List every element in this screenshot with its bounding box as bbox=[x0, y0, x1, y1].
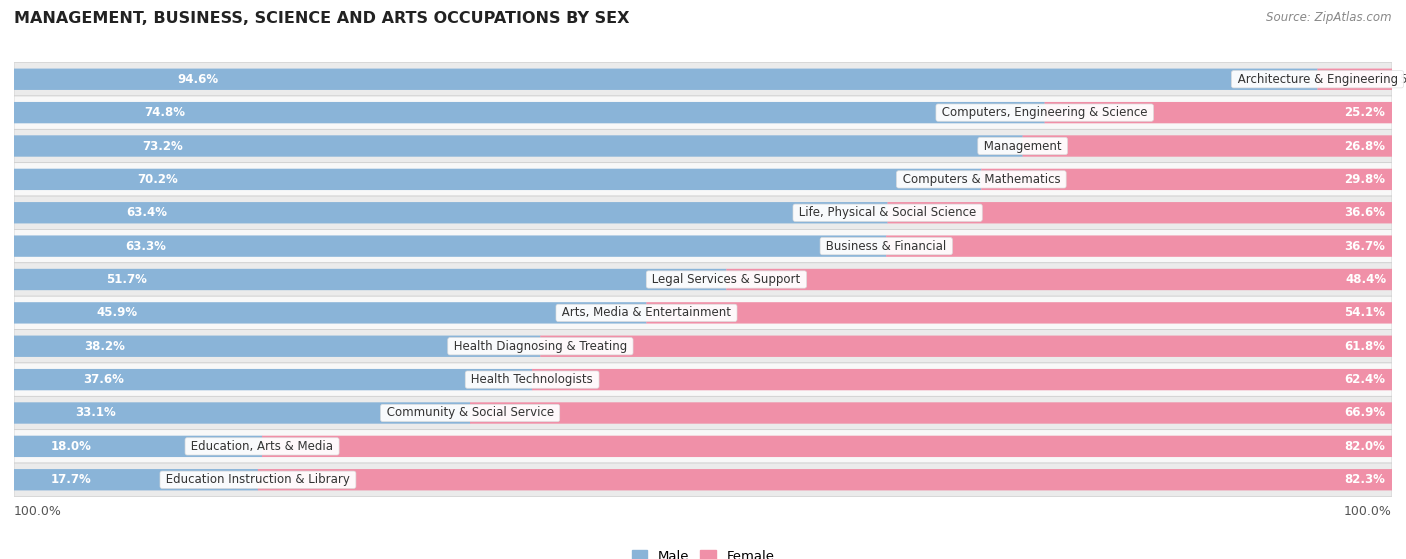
FancyBboxPatch shape bbox=[540, 335, 1392, 357]
Text: Community & Social Service: Community & Social Service bbox=[382, 406, 558, 419]
Text: 51.7%: 51.7% bbox=[107, 273, 148, 286]
Text: 66.9%: 66.9% bbox=[1344, 406, 1385, 419]
Text: 48.4%: 48.4% bbox=[1346, 273, 1386, 286]
Text: 100.0%: 100.0% bbox=[1344, 505, 1392, 518]
Text: 70.2%: 70.2% bbox=[136, 173, 177, 186]
Text: 61.8%: 61.8% bbox=[1344, 340, 1385, 353]
Text: 74.8%: 74.8% bbox=[145, 106, 186, 119]
Text: Computers, Engineering & Science: Computers, Engineering & Science bbox=[938, 106, 1152, 119]
FancyBboxPatch shape bbox=[470, 402, 1392, 424]
Text: 36.7%: 36.7% bbox=[1344, 240, 1385, 253]
Text: 82.3%: 82.3% bbox=[1344, 473, 1385, 486]
FancyBboxPatch shape bbox=[1317, 69, 1392, 90]
FancyBboxPatch shape bbox=[14, 463, 1392, 496]
Text: Management: Management bbox=[980, 140, 1066, 153]
FancyBboxPatch shape bbox=[14, 435, 262, 457]
Text: 94.6%: 94.6% bbox=[177, 73, 218, 86]
Text: 38.2%: 38.2% bbox=[84, 340, 125, 353]
FancyBboxPatch shape bbox=[14, 402, 470, 424]
FancyBboxPatch shape bbox=[14, 63, 1392, 96]
FancyBboxPatch shape bbox=[14, 269, 727, 290]
Text: 63.3%: 63.3% bbox=[125, 240, 166, 253]
FancyBboxPatch shape bbox=[1022, 135, 1392, 157]
Text: 17.7%: 17.7% bbox=[51, 473, 91, 486]
FancyBboxPatch shape bbox=[262, 435, 1392, 457]
FancyBboxPatch shape bbox=[14, 430, 1392, 463]
Text: 63.4%: 63.4% bbox=[125, 206, 167, 219]
FancyBboxPatch shape bbox=[257, 469, 1392, 490]
Text: 5.4%: 5.4% bbox=[1399, 73, 1406, 86]
Text: 37.6%: 37.6% bbox=[83, 373, 124, 386]
Text: Architecture & Engineering: Architecture & Engineering bbox=[1233, 73, 1402, 86]
FancyBboxPatch shape bbox=[14, 396, 1392, 430]
FancyBboxPatch shape bbox=[14, 330, 1392, 363]
FancyBboxPatch shape bbox=[647, 302, 1392, 324]
Text: 100.0%: 100.0% bbox=[14, 505, 62, 518]
FancyBboxPatch shape bbox=[887, 202, 1392, 224]
Text: Arts, Media & Entertainment: Arts, Media & Entertainment bbox=[558, 306, 735, 319]
FancyBboxPatch shape bbox=[14, 235, 886, 257]
Text: 54.1%: 54.1% bbox=[1344, 306, 1385, 319]
Text: Health Diagnosing & Treating: Health Diagnosing & Treating bbox=[450, 340, 631, 353]
FancyBboxPatch shape bbox=[981, 169, 1392, 190]
Text: 73.2%: 73.2% bbox=[142, 140, 183, 153]
Text: 25.2%: 25.2% bbox=[1344, 106, 1385, 119]
FancyBboxPatch shape bbox=[14, 196, 1392, 229]
FancyBboxPatch shape bbox=[886, 235, 1392, 257]
Text: 18.0%: 18.0% bbox=[51, 440, 91, 453]
Text: 82.0%: 82.0% bbox=[1344, 440, 1385, 453]
FancyBboxPatch shape bbox=[14, 296, 1392, 330]
FancyBboxPatch shape bbox=[14, 369, 533, 390]
FancyBboxPatch shape bbox=[14, 469, 259, 490]
FancyBboxPatch shape bbox=[727, 269, 1393, 290]
FancyBboxPatch shape bbox=[1045, 102, 1392, 124]
Text: 29.8%: 29.8% bbox=[1344, 173, 1385, 186]
Text: 33.1%: 33.1% bbox=[76, 406, 117, 419]
Legend: Male, Female: Male, Female bbox=[626, 544, 780, 559]
FancyBboxPatch shape bbox=[14, 135, 1022, 157]
FancyBboxPatch shape bbox=[14, 69, 1317, 90]
Text: Health Technologists: Health Technologists bbox=[467, 373, 598, 386]
FancyBboxPatch shape bbox=[14, 129, 1392, 163]
FancyBboxPatch shape bbox=[14, 169, 981, 190]
Text: 26.8%: 26.8% bbox=[1344, 140, 1385, 153]
Text: 62.4%: 62.4% bbox=[1344, 373, 1385, 386]
FancyBboxPatch shape bbox=[531, 369, 1392, 390]
FancyBboxPatch shape bbox=[14, 102, 1045, 124]
FancyBboxPatch shape bbox=[14, 335, 540, 357]
Text: Business & Financial: Business & Financial bbox=[823, 240, 950, 253]
Text: Education, Arts & Media: Education, Arts & Media bbox=[187, 440, 337, 453]
FancyBboxPatch shape bbox=[14, 202, 887, 224]
FancyBboxPatch shape bbox=[14, 163, 1392, 196]
Text: Legal Services & Support: Legal Services & Support bbox=[648, 273, 804, 286]
Text: Life, Physical & Social Science: Life, Physical & Social Science bbox=[796, 206, 980, 219]
FancyBboxPatch shape bbox=[14, 302, 647, 324]
Text: Source: ZipAtlas.com: Source: ZipAtlas.com bbox=[1267, 11, 1392, 24]
Text: 45.9%: 45.9% bbox=[97, 306, 138, 319]
FancyBboxPatch shape bbox=[14, 96, 1392, 129]
FancyBboxPatch shape bbox=[14, 229, 1392, 263]
FancyBboxPatch shape bbox=[14, 363, 1392, 396]
Text: MANAGEMENT, BUSINESS, SCIENCE AND ARTS OCCUPATIONS BY SEX: MANAGEMENT, BUSINESS, SCIENCE AND ARTS O… bbox=[14, 11, 630, 26]
Text: Education Instruction & Library: Education Instruction & Library bbox=[162, 473, 354, 486]
Text: Computers & Mathematics: Computers & Mathematics bbox=[898, 173, 1064, 186]
Text: 36.6%: 36.6% bbox=[1344, 206, 1385, 219]
FancyBboxPatch shape bbox=[14, 263, 1392, 296]
